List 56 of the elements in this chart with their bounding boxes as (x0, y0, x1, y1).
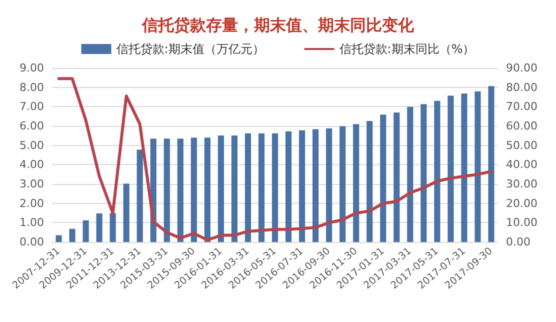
y-tick-label: 9.00 (20, 62, 44, 74)
y2-tick-label: 10.00 (506, 216, 538, 230)
bar (474, 91, 481, 242)
y-tick-label: 3.00 (20, 178, 44, 190)
bar (434, 100, 440, 242)
y-tick-label: 2.00 (20, 196, 44, 210)
legend-label: 信托贷款:期末同比（%） (339, 42, 475, 56)
y2-tick-label: 70.00 (506, 100, 538, 114)
bar (380, 114, 386, 242)
bar (164, 138, 170, 242)
bar (420, 104, 427, 242)
bar (244, 133, 252, 242)
bar (407, 106, 414, 242)
bar (177, 138, 184, 242)
bar (298, 130, 306, 242)
bar (366, 120, 373, 242)
bar (340, 126, 346, 242)
bar (190, 138, 197, 242)
bar (82, 220, 89, 242)
y2-tick-label: 20.00 (506, 196, 538, 210)
y2-tick-label: 60.00 (506, 120, 538, 132)
bar (448, 96, 454, 242)
y2-tick-label: 0.00 (506, 236, 530, 248)
bar (461, 94, 468, 242)
bar (326, 128, 332, 242)
bar (258, 133, 265, 242)
bar (231, 135, 238, 242)
bar (136, 150, 143, 242)
chart-title: 信托贷款存量，期末值、期末同比变化 (141, 16, 415, 34)
bar (110, 213, 116, 242)
y-tick-label: 1.00 (20, 216, 44, 230)
y-tick-label: 6.00 (20, 120, 44, 132)
bar (394, 112, 400, 242)
bar (96, 213, 102, 242)
bar (204, 138, 210, 242)
y-tick-label: 7.00 (20, 100, 44, 114)
y2-tick-label: 30.00 (506, 178, 538, 190)
bar (285, 131, 292, 242)
y2-tick-label: 40.00 (506, 158, 538, 172)
bar (218, 135, 224, 242)
y2-tick-label: 80.00 (506, 80, 538, 94)
y-tick-label: 4.00 (20, 158, 44, 172)
bar (123, 184, 130, 242)
line-series (57, 77, 493, 242)
bar (353, 124, 360, 242)
bar (56, 235, 62, 242)
bar (488, 86, 494, 242)
legend-label: 信托贷款:期末值（万亿元） (116, 42, 264, 56)
y-tick-label: 0.00 (20, 236, 44, 248)
y-tick-label: 8.00 (20, 80, 44, 94)
bar (312, 129, 319, 242)
y2-tick-label: 50.00 (506, 138, 538, 152)
bar (272, 133, 278, 242)
bar (69, 228, 76, 242)
y-tick-label: 5.00 (20, 138, 44, 152)
y2-tick-label: 90.00 (506, 62, 538, 74)
